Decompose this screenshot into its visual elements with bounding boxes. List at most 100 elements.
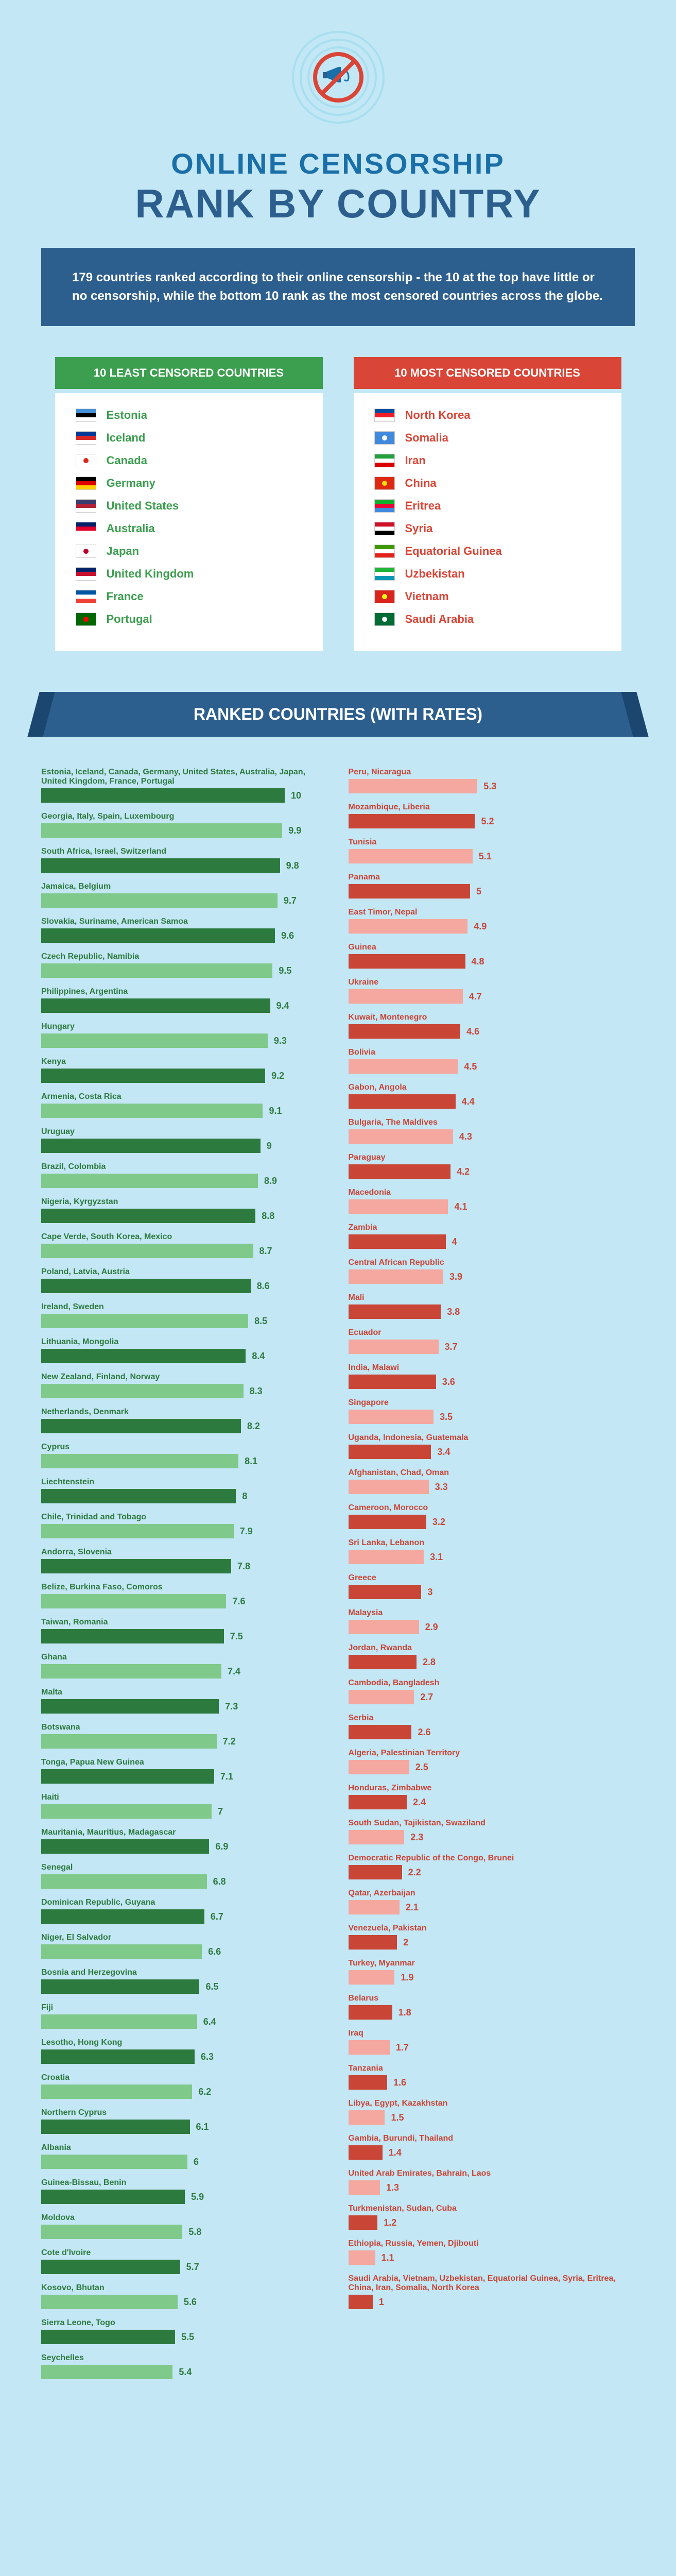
bar-value: 2.9 <box>425 1622 438 1633</box>
bar-fill <box>41 928 275 943</box>
bar-item: East Timor, Nepal4.9 <box>349 908 635 934</box>
bar-fill <box>41 2155 187 2169</box>
bar-value: 4.9 <box>474 921 487 932</box>
bar-item: Uganda, Indonesia, Guatemala3.4 <box>349 1433 635 1459</box>
bar-value: 6.5 <box>205 1981 218 1992</box>
bar-label: Ecuador <box>349 1328 635 1337</box>
bar-fill <box>349 2075 388 2090</box>
bar-value: 8.7 <box>259 1246 272 1257</box>
bar-item: Saudi Arabia, Vietnam, Uzbekistan, Equat… <box>349 2274 635 2309</box>
bar-fill <box>349 2005 392 2020</box>
bar-label: Ghana <box>41 1653 328 1662</box>
bar-item: Jordan, Rwanda2.8 <box>349 1643 635 1669</box>
bar-fill <box>349 1725 412 1739</box>
bar-fill <box>349 989 463 1004</box>
bar-label: Poland, Latvia, Austria <box>41 1267 328 1277</box>
bar-value: 8.2 <box>247 1421 260 1432</box>
bar-value: 2.6 <box>418 1727 430 1738</box>
bar-item: Mali3.8 <box>349 1293 635 1319</box>
bar-value: 7.1 <box>220 1771 233 1782</box>
bar-item: Belarus1.8 <box>349 1994 635 2020</box>
bar-item: Singapore3.5 <box>349 1398 635 1424</box>
bar-value: 6.3 <box>201 2052 214 2062</box>
most-country-row: Uzbekistan <box>374 567 601 581</box>
bar-value: 5.1 <box>479 851 492 862</box>
bar-label: Iraq <box>349 2029 635 2038</box>
bar-label: Philippines, Argentina <box>41 987 328 996</box>
bar-item: Macedonia 4.1 <box>349 1188 635 1214</box>
bar-label: Sierra Leone, Togo <box>41 2318 328 2328</box>
bar-item: Seychelles5.4 <box>41 2353 328 2379</box>
bar-fill <box>349 779 478 793</box>
bar-fill <box>41 893 278 908</box>
bar-value: 7.3 <box>225 1701 238 1712</box>
bar-fill <box>41 2084 192 2099</box>
bar-item: Croatia6.2 <box>41 2073 328 2099</box>
bar-item: Fiji6.4 <box>41 2003 328 2029</box>
bar-label: Malta <box>41 1688 328 1697</box>
bar-label: Lithuania, Mongolia <box>41 1337 328 1347</box>
bar-item: Bosnia and Herzegovina6.5 <box>41 1968 328 1994</box>
bar-fill <box>41 1664 221 1679</box>
bar-value: 5.2 <box>481 816 494 827</box>
bar-value: 1.3 <box>386 2182 399 2193</box>
bar-fill <box>41 1314 248 1328</box>
most-country-row: Saudi Arabia <box>374 613 601 626</box>
bar-label: Liechtenstein <box>41 1478 328 1487</box>
bar-item: Ecuador3.7 <box>349 1328 635 1354</box>
bar-item: Zambia4 <box>349 1223 635 1249</box>
bar-label: Czech Republic, Namibia <box>41 952 328 961</box>
bar-fill <box>349 2215 378 2230</box>
bar-value: 9.1 <box>269 1106 282 1116</box>
bar-item: Kuwait, Montenegro 4.6 <box>349 1013 635 1039</box>
most-censored-box: 10 MOST CENSORED COUNTRIES North KoreaSo… <box>354 357 621 651</box>
bar-value: 6 <box>194 2157 199 2167</box>
bar-fill <box>349 2295 373 2309</box>
bar-label: Gabon, Angola <box>349 1083 635 1092</box>
bar-fill <box>349 1585 422 1599</box>
bar-fill <box>349 814 475 828</box>
bar-item: Mauritania, Mauritius, Madagascar6.9 <box>41 1828 328 1854</box>
bar-value: 4.1 <box>454 1201 467 1212</box>
bar-label: Libya, Egypt, Kazakhstan <box>349 2099 635 2108</box>
bar-fill <box>41 2225 182 2239</box>
bar-item: Slovakia, Suriname, American Samoa9.6 <box>41 917 328 943</box>
ranked-header: RANKED COUNTRIES (WITH RATES) <box>41 692 635 737</box>
bar-fill <box>41 1699 219 1714</box>
bar-fill <box>41 1104 263 1118</box>
bar-label: Haiti <box>41 1793 328 1802</box>
bar-item: Cameroon, Morocco3.2 <box>349 1503 635 1529</box>
bar-fill <box>41 1174 258 1188</box>
bar-label: Kuwait, Montenegro <box>349 1013 635 1022</box>
bar-label: Netherlands, Denmark <box>41 1408 328 1417</box>
bar-value: 4.8 <box>472 956 484 967</box>
bar-fill <box>349 1410 434 1424</box>
bar-fill <box>349 1059 458 1074</box>
bar-label: Zambia <box>349 1223 635 1232</box>
bar-label: Macedonia <box>349 1188 635 1197</box>
bar-item: New Zealand, Finland, Norway8.3 <box>41 1372 328 1398</box>
bar-fill <box>349 2040 390 2055</box>
bar-fill <box>41 1349 246 1363</box>
bar-value: 1.7 <box>396 2042 409 2053</box>
bar-value: 5.3 <box>483 781 496 792</box>
bar-fill <box>41 2120 190 2134</box>
bar-item: Andorra, Slovenia7.8 <box>41 1548 328 1573</box>
bar-value: 1.2 <box>384 2217 396 2228</box>
bar-item: South Sudan, Tajikistan, Swaziland2.3 <box>349 1819 635 1844</box>
bar-label: Belize, Burkina Faso, Comoros <box>41 1583 328 1592</box>
bar-value: 8.4 <box>252 1351 265 1362</box>
least-country-row: Canada <box>76 454 302 467</box>
country-name: France <box>107 590 144 603</box>
bar-value: 7.8 <box>237 1561 250 1572</box>
bar-fill <box>349 1935 397 1950</box>
bar-fill <box>41 2330 175 2344</box>
bar-fill <box>41 1594 226 1608</box>
bar-value: 3.1 <box>430 1552 443 1563</box>
bar-value: 4.6 <box>466 1026 479 1037</box>
bar-item: Peru, Nicaragua5.3 <box>349 768 635 793</box>
bar-value: 6.2 <box>198 2087 211 2097</box>
bar-value: 9.3 <box>274 1036 287 1046</box>
bar-value: 4.7 <box>469 991 482 1002</box>
bar-value: 7.9 <box>240 1526 253 1537</box>
